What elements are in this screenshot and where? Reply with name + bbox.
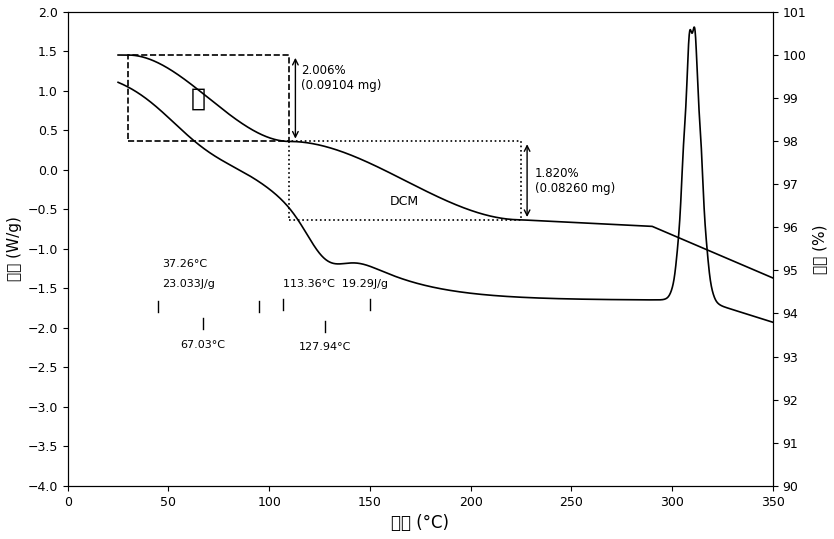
- Text: 2.006%
(0.09104 mg): 2.006% (0.09104 mg): [301, 65, 382, 93]
- X-axis label: 温度 (°C): 温度 (°C): [391, 514, 450, 532]
- Text: 113.36°C  19.29J/g: 113.36°C 19.29J/g: [284, 279, 389, 289]
- Text: 1.820%
(0.08260 mg): 1.820% (0.08260 mg): [535, 167, 615, 195]
- Bar: [289, 141, 521, 220]
- Bar: [128, 55, 289, 141]
- Text: 水: 水: [191, 86, 206, 110]
- Text: 37.26°C: 37.26°C: [163, 259, 208, 268]
- Y-axis label: 热流 (W/g): 热流 (W/g): [7, 217, 22, 281]
- Text: 67.03°C: 67.03°C: [180, 340, 225, 350]
- Y-axis label: 重量 (%): 重量 (%): [812, 224, 827, 274]
- Text: DCM: DCM: [389, 195, 419, 208]
- Text: 23.033J/g: 23.033J/g: [163, 279, 215, 289]
- Text: 127.94°C: 127.94°C: [299, 342, 352, 352]
